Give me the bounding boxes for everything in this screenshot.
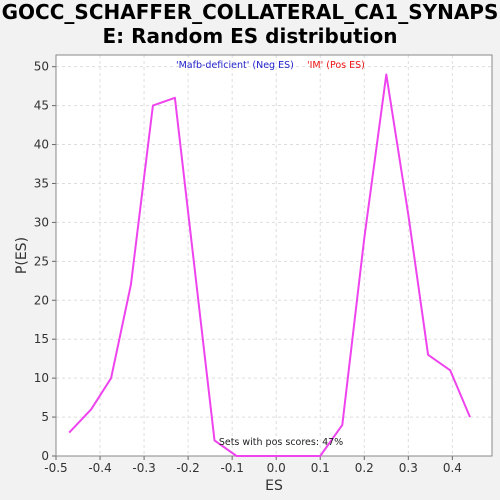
y-tick-label: 5: [41, 410, 49, 424]
x-tick-label: 0.3: [399, 461, 418, 475]
x-tick-label: -0.3: [132, 461, 155, 475]
y-tick-label: 40: [34, 138, 49, 152]
x-tick-label: 0.4: [443, 461, 462, 475]
pos-scores-annotation: Sets with pos scores: 47%: [219, 437, 343, 448]
y-axis-label: P(ES): [14, 237, 30, 274]
x-tick-label: -0.4: [88, 461, 111, 475]
y-tick-label: 30: [34, 215, 49, 229]
x-tick-label: 0.1: [311, 461, 330, 475]
chart-title-line-1: GOCC_SCHAFFER_COLLATERAL_CA1_SYNAPS: [1, 0, 499, 24]
x-axis-label: ES: [265, 478, 283, 494]
chart-title: GOCC_SCHAFFER_COLLATERAL_CA1_SYNAPS E: R…: [0, 0, 500, 48]
plot-area: [56, 55, 492, 456]
legend-neg-es: 'Mafb-deficient' (Neg ES): [176, 60, 294, 71]
y-tick-label: 0: [41, 449, 49, 463]
x-tick-label: -0.1: [220, 461, 243, 475]
y-tick-label: 45: [34, 99, 49, 113]
y-tick-label: 25: [34, 254, 49, 268]
legend-pos-es: 'IM' (Pos ES): [307, 60, 365, 71]
series-line: [68, 73, 471, 457]
y-tick-label: 20: [34, 293, 49, 307]
y-tick-label: 50: [34, 60, 49, 74]
y-tick-label: 15: [34, 332, 49, 346]
x-tick-label: -0.2: [176, 461, 199, 475]
y-tick-label: 35: [34, 176, 49, 190]
chart-title-line-2: E: Random ES distribution: [102, 24, 398, 48]
x-tick-label: 0.0: [267, 461, 286, 475]
y-tick-label: 10: [34, 371, 49, 385]
x-tick-label: 0.2: [355, 461, 374, 475]
x-tick-label: -0.5: [44, 461, 67, 475]
